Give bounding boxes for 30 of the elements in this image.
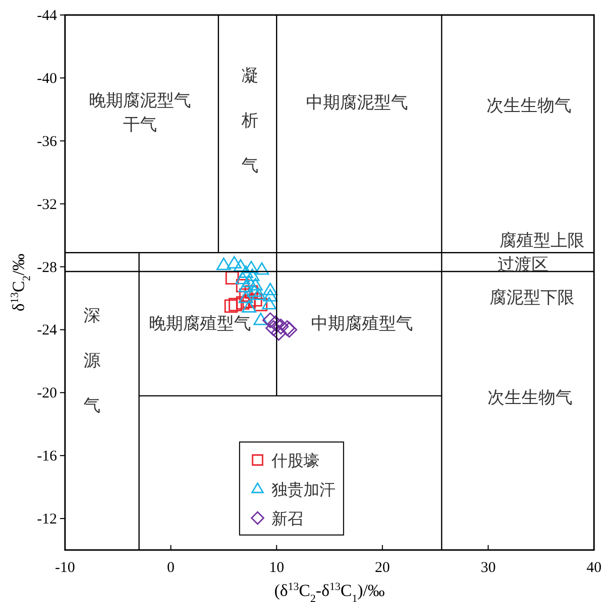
y-tick-label: -28 <box>37 260 57 276</box>
legend-label: 什股壕 <box>270 452 320 470</box>
annotation: 腐殖型上限 <box>500 231 584 250</box>
x-tick-label: 20 <box>374 560 390 576</box>
text: 凝析气 <box>242 66 258 175</box>
text: 深源气 <box>84 306 100 415</box>
x-tick-label: 10 <box>269 560 284 576</box>
annotation: 腐泥型下限 <box>490 288 574 307</box>
x-tick-label: 40 <box>586 560 602 576</box>
y-tick-label: -44 <box>37 8 58 24</box>
y-tick-label: -12 <box>37 512 57 528</box>
y-tick-label: -32 <box>37 196 57 213</box>
y-tick-label: -24 <box>37 322 58 339</box>
legend-label: 新召 <box>272 510 304 528</box>
annotation: 中期腐泥型气 <box>306 93 408 112</box>
annotation: 次生生物气 <box>486 96 572 115</box>
text: (δ$^{13}$C$_{2}$-δ$^{13}$C$_{1}$)/‰ <box>274 581 385 602</box>
y-tick-label: -40 <box>37 70 57 87</box>
annotation: 次生生物气 <box>488 388 572 407</box>
annotation: 晚期腐泥型气干气 <box>89 91 191 134</box>
y-tick-label: -20 <box>37 386 57 402</box>
legend-label: 独贵加汗 <box>272 481 336 499</box>
annotation: 中期腐殖型气 <box>311 314 413 333</box>
annotation: 晚期腐殖型气 <box>149 314 251 333</box>
y-tick-label: -36 <box>37 134 58 150</box>
x-tick-label: 0 <box>167 560 175 576</box>
annotation: 过渡区 <box>498 255 548 274</box>
x-tick-label: -10 <box>55 560 75 576</box>
x-tick-label: 30 <box>480 560 496 576</box>
y-tick-label: -16 <box>37 448 58 465</box>
